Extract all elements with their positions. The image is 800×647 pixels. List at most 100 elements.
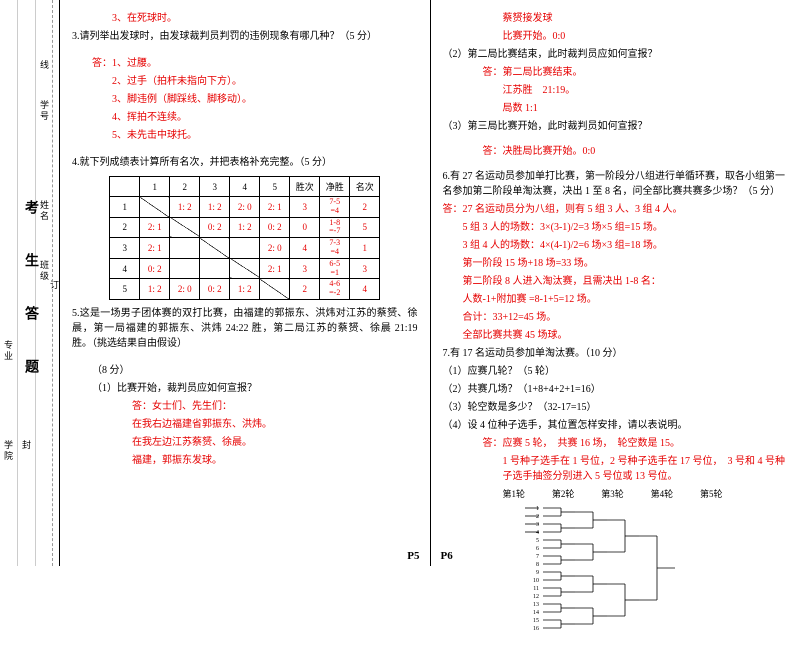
q6: 6.有 27 名运动员参加单打比赛，第一阶段分八组进行单循环赛，取各小组第一名参… [443,169,789,199]
cell: 0: 2 [140,258,170,279]
th: 2 [170,177,200,197]
th [110,177,140,197]
cell: 2: 1 [260,258,290,279]
a3-4: 4、挥拍不连续。 [72,110,418,125]
a6-2: 5 组 3 人的场数：3×(3-1)/2=3 场×5 组=15 场。 [443,220,789,235]
cell: 6-5=1 [320,258,350,279]
cell: 1: 2 [200,197,230,218]
a3-2: 2、过手（拍杆未指向下方）。 [72,74,418,89]
svg-text:5: 5 [536,538,539,544]
cell [200,258,230,279]
q5-pts: （8 分） [72,363,418,378]
th: 名次 [350,177,380,197]
cell: 3 [350,258,380,279]
bh3: 第3轮 [601,487,624,500]
cell: 3 [290,197,320,218]
cell: 0: 2 [260,217,290,238]
cell: 4 [350,279,380,300]
r0b: 比赛开始。0:0 [443,29,789,44]
cell: 2: 1 [260,197,290,218]
a3-3: 3、脚违例（脚踩线、脚移动）。 [72,92,418,107]
svg-text:1: 1 [536,506,539,512]
svg-text:2: 2 [536,514,539,520]
svg-text:6: 6 [536,546,539,552]
sb-college: 学院 [2,440,15,462]
a6-5: 第二阶段 8 人进入淘汰赛，且需决出 1-8 名： [443,274,789,289]
cell [230,258,260,279]
cell: 2 [350,197,380,218]
cell: 2: 1 [140,217,170,238]
a5-1a: 答：女士们、先生们： [72,399,418,414]
a3-1: 答：1、过腰。 [72,56,418,71]
cell: 1 [350,238,380,259]
cell [170,238,200,259]
a6-8: 全部比赛共赛 45 场球。 [443,328,789,343]
bh5: 第5轮 [700,487,723,500]
th: 净胜 [320,177,350,197]
sb-line: 线 [38,60,51,71]
cell [170,258,200,279]
ans-line: 3、在死球时。 [72,11,418,26]
cell: 1 [110,197,140,218]
a7-a: 答：应赛 5 轮， 共赛 16 场， 轮空数是 15。 [443,436,789,451]
cell: 7-5=4 [320,197,350,218]
a6-6: 人数-1+附加赛 =8-1+5=12 场。 [443,292,789,307]
cell: 3 [290,258,320,279]
cell: 0 [290,217,320,238]
svg-text:14: 14 [533,610,539,616]
cell: 1-8=-7 [320,217,350,238]
th: 3 [200,177,230,197]
r2a: 答：第二局比赛结束。 [443,65,789,80]
page-6: 蔡赟接发球 比赛开始。0:0 （2）第二局比赛结束，此时裁判员应如何宣报？ 答：… [431,0,800,566]
cell: 1: 2 [140,279,170,300]
cell: 5 [110,279,140,300]
sb-name: 姓名 [38,200,51,222]
q3: 3.请列举出发球时，由发球裁判员判罚的违例现象有哪几种？（5 分） [72,29,418,44]
q7-1: （1）应赛几轮？（5 轮） [443,364,789,379]
a5-1b: 在我右边福建省郭振东、洪炜。 [72,417,418,432]
sb-major: 专业 [2,340,15,362]
binding-sidebar: 学院 专业 考 生 答 题 封 班级 姓名 学号 线 订 [0,0,60,566]
svg-text:16: 16 [533,626,539,632]
a7-b: 1 号种子选手在 1 号位，2 号种子选手在 17 号位， 3 号和 4 号种子… [443,454,789,484]
a6-7: 合计：33+12=45 场。 [443,310,789,325]
th: 4 [230,177,260,197]
bh4: 第4轮 [651,487,674,500]
cell: 1: 2 [230,217,260,238]
r2q: （2）第二局比赛结束，此时裁判员应如何宣报？ [443,47,789,62]
bh1: 第1轮 [503,487,526,500]
q5-1: （1）比赛开始，裁判员应如何宣报？ [72,381,418,396]
sb-class: 班级 [38,260,51,282]
q7-3: （3）轮空数是多少？（32-17=15） [443,400,789,415]
svg-text:13: 13 [533,602,539,608]
cell: 0: 2 [200,279,230,300]
cell: 2: 0 [260,238,290,259]
svg-text:8: 8 [536,562,539,568]
svg-text:4: 4 [536,530,539,536]
cell: 2 [110,217,140,238]
bh2: 第2轮 [552,487,575,500]
cell: 2 [290,279,320,300]
cell [140,197,170,218]
svg-text:15: 15 [533,618,539,624]
th: 1 [140,177,170,197]
svg-text:3: 3 [536,522,539,528]
svg-text:12: 12 [533,594,539,600]
sb-seal: 封 [20,440,33,451]
svg-text:11: 11 [533,586,539,592]
page-5: 3、在死球时。 3.请列举出发球时，由发球裁判员判罚的违例现象有哪几种？（5 分… [60,0,431,566]
q7-2: （2）共赛几场？（1+8+4+2+1=16） [443,382,789,397]
cell [170,217,200,238]
cell [260,279,290,300]
q7: 7.有 17 名运动员参加单淘汰赛。（10 分） [443,346,789,361]
cell: 7-3=4 [320,238,350,259]
a5-1c: 在我左边江苏蔡赟、徐晨。 [72,435,418,450]
cell: 4 [110,258,140,279]
cell: 2: 1 [140,238,170,259]
cell: 2: 0 [230,197,260,218]
svg-text:9: 9 [536,570,539,576]
r3a: 答：决胜局比赛开始。0:0 [443,144,789,159]
bracket-diagram: 12345678910111213141516 [503,504,733,644]
r3q: （3）第三局比赛开始，此时裁判员如何宣报？ [443,119,789,134]
svg-text:10: 10 [533,578,539,584]
